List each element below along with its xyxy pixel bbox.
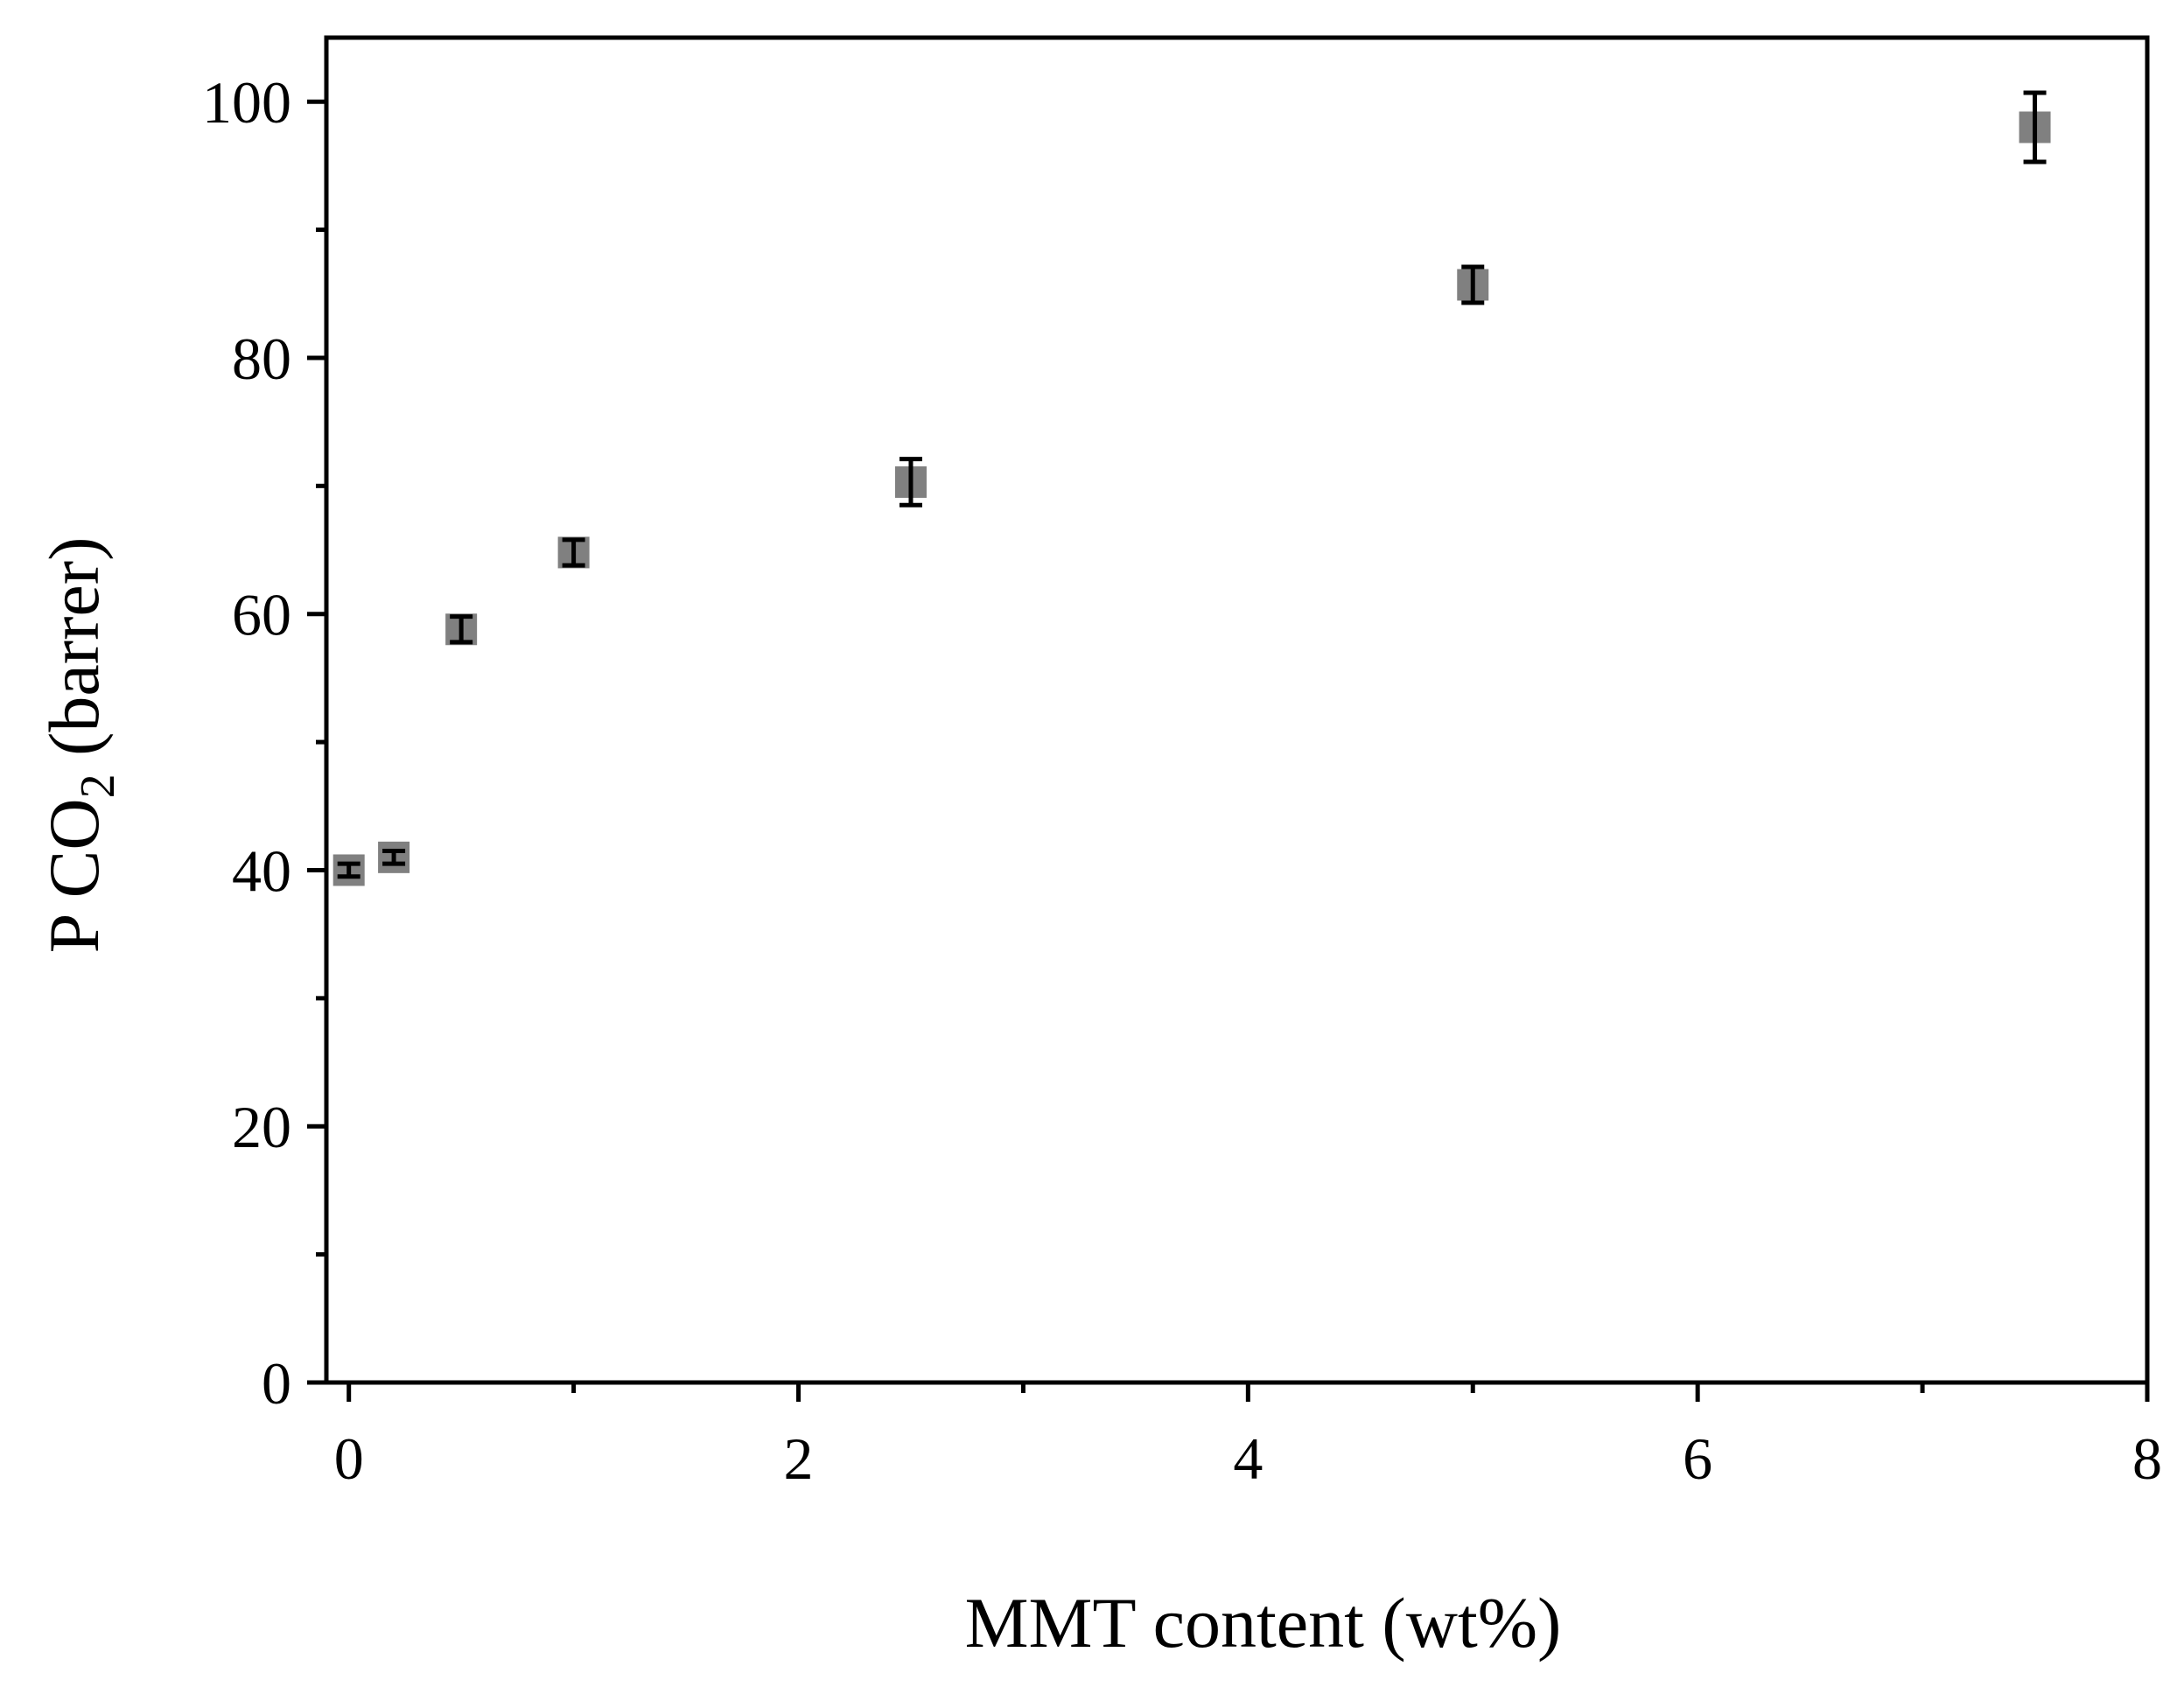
data-point bbox=[557, 536, 590, 569]
y-tick-label: 60 bbox=[232, 582, 291, 648]
data-point bbox=[894, 457, 927, 508]
x-tick-label: 2 bbox=[784, 1425, 814, 1492]
data-points bbox=[332, 90, 2051, 886]
y-tick-label: 40 bbox=[232, 837, 291, 904]
x-tick-label: 4 bbox=[1233, 1425, 1263, 1492]
data-point bbox=[332, 854, 365, 886]
data-point bbox=[445, 613, 478, 646]
y-tick-label: 20 bbox=[232, 1094, 291, 1160]
x-tick-label: 0 bbox=[334, 1425, 364, 1492]
y-axis-title-subscript: 2 bbox=[71, 774, 125, 798]
data-point bbox=[2019, 90, 2051, 164]
x-tick-label: 8 bbox=[2132, 1425, 2162, 1492]
y-tick-label: 100 bbox=[202, 69, 291, 136]
y-tick-label: 0 bbox=[262, 1350, 291, 1417]
data-point bbox=[1457, 264, 1489, 305]
data-point bbox=[378, 841, 410, 873]
x-tick-label: 6 bbox=[1683, 1425, 1712, 1492]
y-tick-label: 80 bbox=[232, 326, 291, 392]
y-axis-ticks: 0 20 40 60 80 100 bbox=[202, 69, 326, 1417]
x-axis-title: MMT content (wt%) bbox=[965, 1583, 1562, 1662]
y-axis-title-suffix: (barrer) bbox=[34, 537, 114, 774]
plot-frame-group bbox=[324, 35, 2150, 1385]
y-axis-title-prefix: P CO bbox=[34, 798, 114, 953]
y-axis-title: P CO2 (barrer) bbox=[34, 537, 125, 954]
plot-frame bbox=[324, 35, 2150, 1385]
x-axis-ticks: 0 2 4 6 8 bbox=[334, 1382, 2162, 1492]
